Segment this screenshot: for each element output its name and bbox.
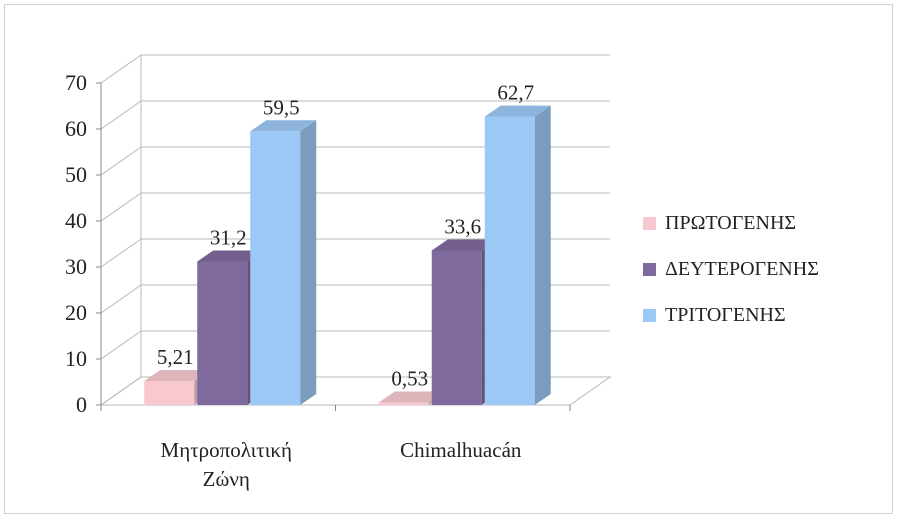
data-label: 59,5 bbox=[263, 95, 300, 119]
y-tick-label: 50 bbox=[65, 162, 87, 187]
bar bbox=[484, 105, 551, 405]
axis-layer: 0 10 20 30 40 50 60 70 bbox=[65, 70, 571, 417]
bar bbox=[250, 120, 317, 406]
gridline-depth bbox=[100, 238, 142, 268]
data-label: 5,21 bbox=[157, 345, 194, 369]
y-tick-label: 0 bbox=[76, 392, 87, 417]
data-label: 31,2 bbox=[210, 225, 247, 249]
category-label: Chimalhuacán bbox=[400, 438, 522, 462]
legend: ΠΡΩΤΟΓΕΝΗΣ ΔΕΥΤΕΡΟΓΕΝΗΣ ΤΡΙΤΟΓΕΝΗΣ bbox=[643, 212, 819, 326]
bar-top bbox=[484, 105, 551, 117]
y-tick-label: 20 bbox=[65, 300, 87, 325]
bar-top bbox=[250, 120, 317, 132]
y-tick-label: 60 bbox=[65, 116, 87, 141]
bars-layer bbox=[144, 105, 551, 406]
legend-swatch bbox=[643, 217, 656, 230]
bar-side bbox=[300, 120, 317, 406]
y-tick-label: 70 bbox=[65, 70, 87, 95]
bar-front bbox=[144, 381, 195, 405]
bar-front bbox=[378, 402, 429, 405]
data-label: 0,53 bbox=[391, 367, 428, 391]
legend-swatch bbox=[643, 263, 656, 276]
category-label: Ζώνη bbox=[203, 467, 250, 491]
y-tick-label: 40 bbox=[65, 208, 87, 233]
bar-top bbox=[431, 239, 498, 251]
y-tick-label: 10 bbox=[65, 346, 87, 371]
bar-chart: 0 10 20 30 40 50 60 70 5,21 31,2 59,5 Μητροπολιτικ… bbox=[65, 54, 819, 491]
legend-label: ΤΡΙΤΟΓΕΝΗΣ bbox=[665, 304, 786, 326]
bar-front bbox=[484, 116, 535, 405]
bar-front bbox=[197, 261, 248, 405]
legend-label: ΔΕΥΤΕΡΟΓΕΝΗΣ bbox=[665, 258, 819, 280]
bar-side bbox=[534, 105, 551, 405]
labels-layer: 5,21 31,2 59,5 Μητροπολιτική Ζώνη 0,53 33,6 62,… bbox=[157, 81, 534, 491]
gridline-depth bbox=[100, 100, 142, 130]
y-tick-label: 30 bbox=[65, 254, 87, 279]
gridline-depth bbox=[100, 192, 142, 222]
legend-label: ΠΡΩΤΟΓΕΝΗΣ bbox=[665, 212, 796, 234]
gridline-depth bbox=[100, 54, 142, 84]
bar-top bbox=[197, 250, 264, 262]
grid-layer bbox=[99, 54, 612, 406]
bar-top bbox=[144, 370, 211, 382]
legend-swatch bbox=[643, 309, 656, 322]
bar-front bbox=[250, 131, 301, 406]
gridline-depth bbox=[100, 146, 142, 176]
data-label: 62,7 bbox=[497, 81, 534, 105]
data-label: 33,6 bbox=[444, 214, 481, 238]
chart-frame: 0 10 20 30 40 50 60 70 5,21 31,2 59,5 Μητροπολιτικ… bbox=[4, 4, 893, 514]
bar-front bbox=[431, 250, 482, 405]
category-label: Μητροπολιτική bbox=[161, 438, 292, 462]
gridline-depth bbox=[100, 284, 142, 314]
bar-top bbox=[378, 391, 445, 403]
gridline-depth bbox=[100, 330, 142, 360]
